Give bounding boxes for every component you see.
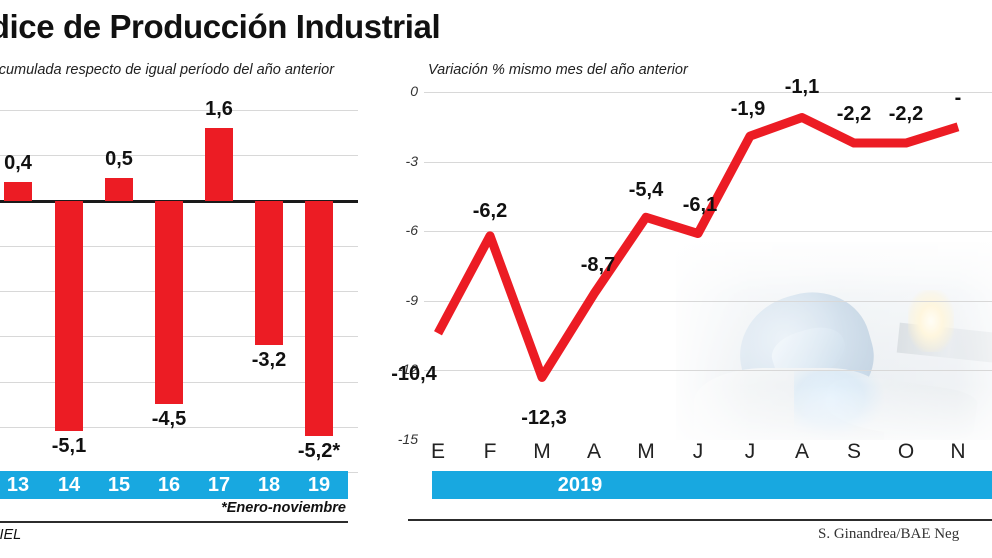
y-tick-label: -12 (397, 361, 418, 378)
month-tick-F-1: F (483, 440, 497, 463)
month-tick-A-3: A (586, 440, 601, 463)
bar-value-label: 0,5 (105, 147, 133, 170)
year-tick-15: 15 (107, 474, 131, 496)
source-value: FIEL (0, 527, 22, 543)
gridline (424, 300, 992, 302)
bar-chart: 0,4 -5,1 0,5 -4,5 1,6 -3,2 -5,2* (0, 92, 358, 473)
bar-value-label: -3,2 (251, 349, 287, 372)
point-value-label: -2,2 (888, 103, 924, 126)
point-value-label: -12,3 (521, 407, 567, 430)
point-value-label: -5,4 (628, 179, 664, 202)
gridline (0, 155, 358, 157)
point-value-label: -8,7 (580, 253, 616, 276)
month-tick-E-0: E (430, 440, 445, 463)
bar-value-label: -5,2* (297, 439, 341, 462)
gridline (0, 426, 358, 428)
point-value-label: - (954, 86, 962, 109)
year-tick-17: 17 (207, 474, 231, 496)
y-tick-label: -15 (397, 431, 418, 447)
month-tick-N-10: N (950, 440, 966, 463)
month-tick-O-9: O (897, 440, 915, 463)
gridline (424, 161, 992, 163)
year-tick-13: 13 (6, 474, 30, 496)
month-tick-J-6: J (744, 440, 756, 463)
bar-value-label: -4,5 (151, 408, 187, 431)
gridline (424, 231, 992, 233)
y-tick-label: 0 (410, 83, 418, 99)
point-value-label: -2,2 (836, 103, 872, 126)
photo-credit: S. Ginandrea/BAE Neg (818, 526, 960, 542)
bar-value-label: -5,1 (51, 435, 87, 458)
point-value-label: -1,1 (784, 75, 820, 98)
bar-chart-footnote: *Enero-noviembre (221, 500, 346, 516)
month-tick-J-5: J (692, 440, 704, 463)
month-tick-S-8: S (846, 440, 861, 463)
year-tick-16: 16 (157, 474, 181, 496)
point-value-label: -10,4 (391, 363, 437, 386)
month-tick-A-7: A (794, 440, 809, 463)
line-chart-year-band: 2019 (432, 471, 992, 499)
year-tick-14: 14 (57, 474, 81, 496)
y-tick-label: -3 (405, 152, 418, 169)
bar-value-label: 1,6 (205, 98, 233, 121)
gridline (424, 370, 992, 372)
gridline (424, 92, 992, 93)
bar (155, 200, 183, 405)
source-line: nte: FIEL (0, 527, 21, 543)
point-value-label: -6,1 (682, 193, 718, 216)
bar-chart-year-axis: 13 14 15 16 17 18 19 (0, 471, 348, 499)
right-divider-rule (408, 519, 992, 521)
year-tick-19: 19 (307, 474, 331, 496)
bar (205, 128, 233, 201)
bar (55, 200, 83, 432)
line-chart-subtitle: Variación % mismo mes del año anterior (428, 62, 688, 78)
bar (4, 182, 32, 201)
month-tick-M-2: M (533, 440, 551, 463)
bar (305, 200, 333, 436)
welder-photo-watermark (676, 242, 992, 440)
gridline (0, 110, 358, 112)
bar (255, 200, 283, 346)
line-chart (424, 92, 992, 440)
year-tick-18: 18 (257, 474, 281, 496)
bar-value-label: 0,4 (4, 152, 32, 175)
month-tick-M-4: M (637, 440, 655, 463)
left-divider-rule (0, 521, 348, 523)
page-title: ndice de Producción Industrial (0, 8, 441, 45)
bar-chart-subtitle: ción acumulada respecto de igual período… (0, 62, 335, 78)
line-chart-series (434, 113, 960, 382)
point-value-label: -6,2 (472, 199, 508, 222)
y-tick-label: -6 (405, 222, 418, 239)
bar (105, 177, 133, 201)
line-chart-year-label: 2019 (557, 474, 603, 496)
y-tick-label: -9 (405, 291, 418, 308)
point-value-label: -1,9 (730, 98, 766, 121)
